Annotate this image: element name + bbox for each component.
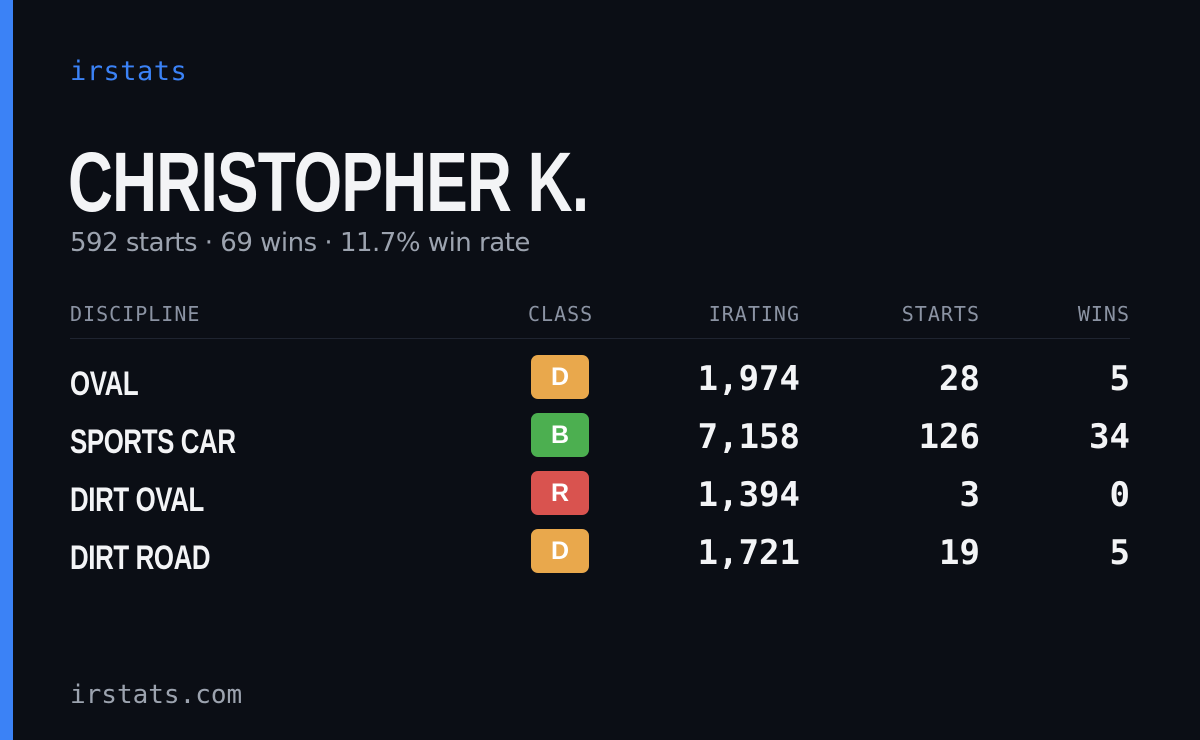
header-starts: STARTS bbox=[901, 302, 980, 326]
driver-name: CHRISTOPHER K. bbox=[68, 135, 589, 229]
discipline-name: DIRT OVAL bbox=[70, 481, 204, 519]
class-badge: B bbox=[531, 413, 589, 457]
footer-site-link[interactable]: irstats.com bbox=[70, 680, 243, 710]
table-row: OVAL D 1,974 28 5 bbox=[70, 353, 1130, 411]
irating-value: 7,158 bbox=[697, 417, 800, 457]
wins-value: 34 bbox=[1089, 417, 1130, 457]
discipline-name: DIRT ROAD bbox=[70, 539, 211, 577]
irating-value: 1,394 bbox=[697, 475, 800, 515]
discipline-name: OVAL bbox=[70, 365, 139, 403]
header-irating: IRATING bbox=[708, 302, 800, 326]
wins-value: 0 bbox=[1109, 475, 1130, 515]
header-discipline: DISCIPLINE bbox=[70, 302, 201, 326]
irating-value: 1,721 bbox=[697, 533, 800, 573]
accent-bar bbox=[0, 0, 13, 740]
header-wins: WINS bbox=[1077, 302, 1130, 326]
wins-value: 5 bbox=[1109, 533, 1130, 573]
class-badge: R bbox=[531, 471, 589, 515]
table-row: DIRT ROAD D 1,721 19 5 bbox=[70, 527, 1130, 585]
class-badge: D bbox=[531, 529, 589, 573]
stats-table: DISCIPLINE CLASS IRATING STARTS WINS OVA… bbox=[70, 300, 1130, 585]
discipline-name: SPORTS CAR bbox=[70, 423, 236, 461]
table-header: DISCIPLINE CLASS IRATING STARTS WINS bbox=[70, 300, 1130, 339]
table-row: SPORTS CAR B 7,158 126 34 bbox=[70, 411, 1130, 469]
starts-value: 3 bbox=[959, 475, 980, 515]
table-body: OVAL D 1,974 28 5 SPORTS CAR B 7,158 126… bbox=[70, 339, 1130, 585]
starts-value: 28 bbox=[939, 359, 980, 399]
starts-value: 19 bbox=[939, 533, 980, 573]
irating-value: 1,974 bbox=[697, 359, 800, 399]
table-row: DIRT OVAL R 1,394 3 0 bbox=[70, 469, 1130, 527]
wins-value: 5 bbox=[1109, 359, 1130, 399]
class-badge: D bbox=[531, 355, 589, 399]
starts-value: 126 bbox=[918, 417, 980, 457]
driver-summary: 592 starts · 69 wins · 11.7% win rate bbox=[70, 228, 530, 258]
brand-logo: irstats bbox=[70, 56, 188, 87]
header-class: CLASS bbox=[528, 302, 594, 326]
